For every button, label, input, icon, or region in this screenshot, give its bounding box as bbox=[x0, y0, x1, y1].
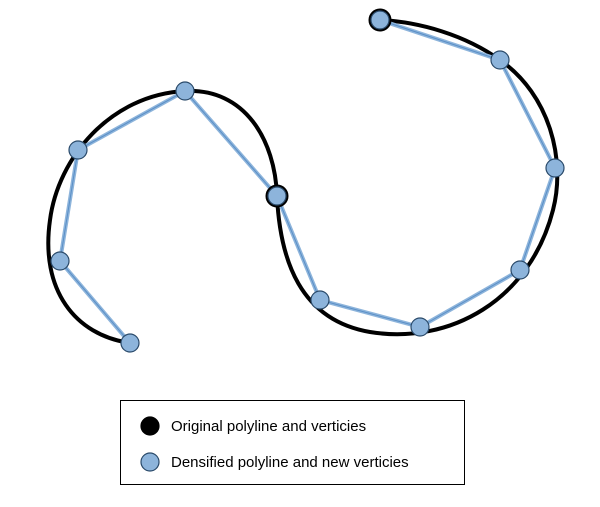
densify-diagram bbox=[0, 0, 600, 390]
densified-vertex bbox=[411, 318, 429, 336]
densified-vertex bbox=[311, 291, 329, 309]
legend-box: Original polyline and verticies Densified… bbox=[120, 400, 465, 485]
densified-marker-icon bbox=[139, 451, 161, 473]
legend-row: Original polyline and verticies bbox=[139, 415, 366, 437]
densified-vertex bbox=[121, 334, 139, 352]
legend-row: Densified polyline and new verticies bbox=[139, 451, 409, 473]
densified-vertex bbox=[176, 82, 194, 100]
densified-vertex bbox=[268, 187, 286, 205]
densified-vertex bbox=[511, 261, 529, 279]
densified-vertex bbox=[51, 252, 69, 270]
densified-vertex bbox=[546, 159, 564, 177]
densified-vertex bbox=[371, 11, 389, 29]
legend-label: Original polyline and verticies bbox=[171, 418, 366, 435]
original-marker-icon bbox=[139, 415, 161, 437]
densified-vertex bbox=[69, 141, 87, 159]
legend-label: Densified polyline and new verticies bbox=[171, 454, 409, 471]
densified-vertex bbox=[491, 51, 509, 69]
